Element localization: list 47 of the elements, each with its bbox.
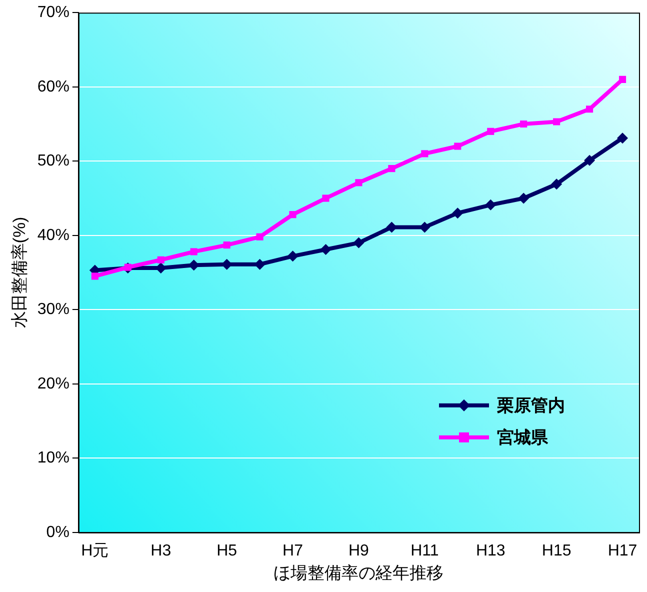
x-tick-label: H15	[542, 542, 572, 560]
point	[584, 154, 596, 166]
point	[520, 120, 528, 128]
legend-label: 栗原管内	[496, 396, 565, 416]
point	[289, 211, 296, 218]
point	[454, 142, 462, 150]
x-tick-label: H元	[81, 542, 109, 560]
point	[551, 178, 562, 190]
point	[124, 264, 132, 271]
point	[190, 248, 198, 256]
point	[487, 128, 494, 135]
y-axis-title: 水田整備率(%)	[10, 216, 29, 328]
point	[322, 194, 330, 202]
legend-label: 宮城県	[497, 428, 549, 448]
point	[618, 76, 626, 83]
point	[256, 233, 264, 240]
point	[353, 237, 364, 248]
x-axis-title: ほ場整備率の経年推移	[274, 563, 444, 582]
point	[452, 208, 464, 219]
x-tick-label: H11	[410, 542, 439, 560]
point	[553, 118, 560, 126]
point	[320, 244, 332, 255]
point	[157, 256, 164, 264]
y-tick-label: 50%	[37, 152, 70, 170]
y-tick-label: 40%	[37, 226, 70, 244]
y-tick-label: 60%	[37, 78, 70, 96]
x-tick-label: H13	[476, 542, 506, 560]
y-tick-label: 20%	[37, 375, 70, 392]
x-tick-label: H17	[608, 542, 638, 560]
y-tick-label: 10%	[37, 450, 70, 467]
point	[518, 192, 530, 204]
point	[355, 179, 362, 186]
point	[485, 199, 496, 210]
x-tick-label: H5	[216, 542, 238, 560]
x-tick-label: H7	[282, 542, 304, 560]
x-tick-label: H3	[150, 542, 172, 560]
y-tick-label: 70%	[37, 4, 70, 22]
x-tick-label: H9	[348, 542, 370, 560]
point	[421, 150, 428, 158]
point	[586, 106, 594, 113]
point	[388, 165, 396, 172]
y-tick-label: 30%	[37, 301, 70, 318]
point	[287, 250, 298, 262]
point	[223, 241, 230, 249]
point	[617, 132, 628, 144]
y-tick-label: 0%	[46, 524, 70, 541]
point	[91, 272, 98, 280]
